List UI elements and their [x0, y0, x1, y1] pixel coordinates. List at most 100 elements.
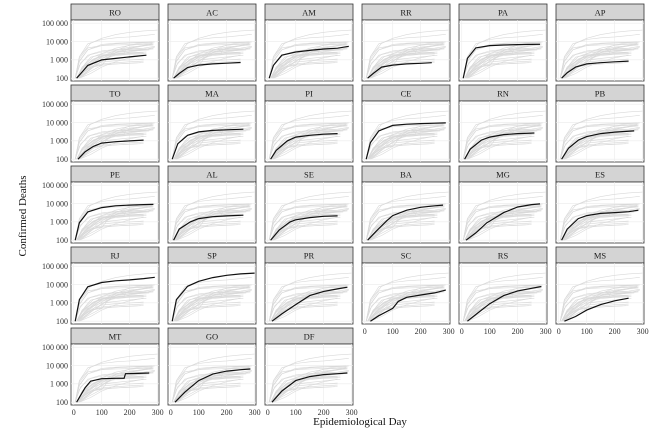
y-tick-label: 100 000 [42, 262, 68, 271]
background-series-pb [270, 292, 344, 322]
series-line-ma [171, 128, 244, 160]
background-series-pe [268, 285, 348, 322]
background-series-sc [467, 289, 543, 322]
x-tick-label: 0 [557, 327, 561, 336]
background-series-sc [370, 46, 446, 79]
background-series-sc [273, 127, 349, 160]
background-series-se [561, 53, 629, 79]
x-tick-label: 100 [193, 408, 205, 417]
background-series-pb [76, 292, 150, 322]
background-series-pb [173, 211, 247, 241]
background-series-se [464, 296, 532, 322]
background-series-se [367, 53, 435, 79]
background-series-sp [74, 110, 158, 160]
background-series-ma [268, 371, 341, 403]
background-series-mt [464, 48, 538, 79]
background-series-ce [268, 203, 349, 241]
background-series-pb [76, 49, 150, 79]
background-series-se [173, 53, 241, 79]
background-series-pa [74, 287, 153, 322]
x-tick-label: 300 [152, 408, 164, 417]
y-tick-label: 1 000 [50, 299, 68, 308]
background-series-sp [559, 29, 643, 79]
background-series-pe [365, 42, 445, 79]
panel-strip-label: AM [302, 8, 316, 18]
background-series-sc [273, 46, 349, 79]
background-series-ms [79, 135, 144, 160]
background-series-pe [171, 285, 251, 322]
x-tick-label: 200 [124, 408, 136, 417]
background-series-ce [171, 203, 252, 241]
panel-rr: RR [361, 3, 451, 82]
background-series-pa [268, 287, 347, 322]
background-series-rj [365, 34, 446, 79]
background-series-pa [74, 44, 153, 79]
y-tick-label: 10 000 [46, 199, 68, 208]
background-series-ba [367, 42, 444, 79]
panel-strip-label: AC [206, 8, 218, 18]
background-series-pe [365, 204, 445, 241]
background-series-sp [559, 191, 643, 241]
background-series-se [464, 215, 532, 241]
background-series-ma [559, 47, 632, 79]
background-series-se [270, 296, 338, 322]
background-series-sp [268, 110, 352, 160]
background-series-sp [559, 110, 643, 160]
background-series-pe [171, 204, 251, 241]
background-series-rj [74, 34, 155, 79]
y-tick-label: 10 000 [46, 361, 68, 370]
background-series-pb [464, 49, 538, 79]
series-line-pb [561, 130, 635, 160]
background-series-ba [464, 123, 541, 160]
background-series-se [173, 296, 241, 322]
background-series-ma [365, 128, 438, 160]
x-tick-label: 300 [346, 408, 358, 417]
background-series-se [76, 215, 144, 241]
background-series-ma [268, 128, 341, 160]
background-series-sp [268, 272, 352, 322]
background-series-mt [173, 372, 247, 403]
panel-strip-label: ES [595, 170, 605, 180]
background-series-pa [559, 206, 638, 241]
background-series-pa [171, 287, 250, 322]
background-series-ma [462, 128, 535, 160]
background-series-sc [467, 127, 543, 160]
background-series-pe [171, 366, 251, 403]
background-series-ce [559, 284, 640, 322]
background-series-go [271, 125, 348, 160]
background-series-rj [268, 277, 349, 322]
background-series-ce [268, 284, 349, 322]
background-series-mt [76, 129, 150, 160]
background-series-ma [74, 290, 147, 322]
background-series-ms [79, 216, 144, 241]
background-series-ma [74, 209, 147, 241]
background-series-df [271, 129, 348, 160]
y-tick-label: 100 [56, 74, 68, 83]
background-series-pa [268, 206, 347, 241]
background-series-pe [559, 204, 639, 241]
series-line-ba [367, 204, 444, 241]
x-tick-label: 100 [387, 327, 399, 336]
background-series-ba [561, 123, 638, 160]
background-series-rj [74, 196, 155, 241]
background-series-go [562, 287, 639, 322]
background-series-pb [561, 292, 635, 322]
background-series-pb [464, 292, 538, 322]
background-series-sc [370, 208, 446, 241]
background-series-go [174, 287, 251, 322]
background-series-ce [462, 203, 543, 241]
background-series-pb [173, 49, 247, 79]
y-tick-label: 10 000 [46, 118, 68, 127]
background-series-ms [467, 135, 532, 160]
x-tick-label: 100 [96, 408, 108, 417]
series-line-pr [271, 286, 348, 322]
background-series-ce [559, 203, 640, 241]
background-series-pb [464, 211, 538, 241]
background-series-sc [79, 208, 155, 241]
background-series-pb [367, 211, 441, 241]
background-series-df [174, 129, 251, 160]
background-series-ma [365, 47, 438, 79]
background-series-pe [171, 42, 251, 79]
background-series-sc [564, 289, 640, 322]
